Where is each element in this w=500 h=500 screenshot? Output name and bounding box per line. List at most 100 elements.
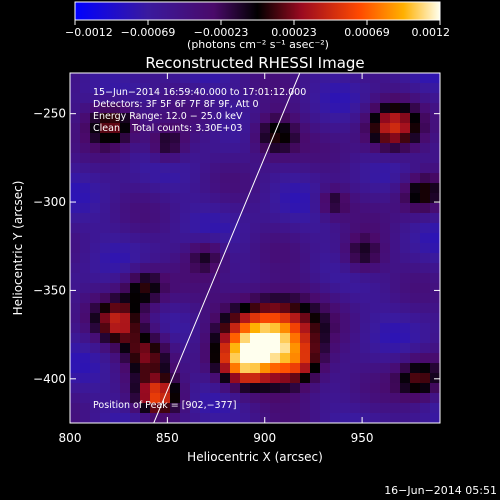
heatmap-cell bbox=[310, 73, 320, 83]
heatmap-cell bbox=[380, 283, 390, 293]
heatmap-cell bbox=[90, 313, 100, 323]
heatmap-cell bbox=[210, 353, 220, 363]
heatmap-cell bbox=[170, 93, 180, 103]
heatmap-cell bbox=[390, 313, 400, 323]
heatmap-cell bbox=[380, 373, 390, 383]
heatmap-cell bbox=[150, 313, 160, 323]
heatmap-cell bbox=[420, 203, 430, 213]
heatmap-cell bbox=[430, 353, 440, 363]
heatmap-cell bbox=[100, 143, 110, 153]
heatmap-cell bbox=[430, 133, 440, 143]
heatmap-cell bbox=[190, 143, 200, 153]
heatmap-cell bbox=[120, 413, 130, 423]
heatmap-cell bbox=[310, 183, 320, 193]
heatmap-cell bbox=[420, 123, 430, 133]
heatmap-cell bbox=[140, 163, 150, 173]
heatmap-cell bbox=[180, 403, 190, 413]
heatmap-cell bbox=[360, 93, 370, 103]
heatmap-cell bbox=[220, 303, 230, 313]
heatmap-cell bbox=[320, 333, 330, 343]
heatmap-cell bbox=[220, 333, 230, 343]
heatmap-cell bbox=[370, 303, 380, 313]
heatmap-cell bbox=[350, 383, 360, 393]
heatmap-cell bbox=[300, 213, 310, 223]
heatmap-cell bbox=[210, 93, 220, 103]
heatmap-cell bbox=[90, 363, 100, 373]
annotation-detectors: Detectors: 3F 5F 6F 7F 8F 9F, Att 0 bbox=[93, 99, 259, 110]
heatmap-cell bbox=[80, 223, 90, 233]
heatmap-cell bbox=[260, 293, 270, 303]
heatmap-cell bbox=[170, 183, 180, 193]
heatmap-cell bbox=[170, 233, 180, 243]
heatmap-cell bbox=[90, 203, 100, 213]
heatmap-cell bbox=[150, 303, 160, 313]
heatmap-cell bbox=[380, 403, 390, 413]
heatmap-cell bbox=[180, 133, 190, 143]
heatmap-cell bbox=[290, 243, 300, 253]
heatmap-cell bbox=[150, 363, 160, 373]
heatmap-cell bbox=[190, 83, 200, 93]
heatmap-cell bbox=[140, 123, 150, 133]
heatmap-cell bbox=[260, 323, 270, 333]
heatmap-cell bbox=[190, 243, 200, 253]
heatmap-cell bbox=[430, 223, 440, 233]
heatmap-cell bbox=[330, 73, 340, 83]
heatmap-cell bbox=[300, 303, 310, 313]
heatmap-cell bbox=[240, 383, 250, 393]
heatmap-cell bbox=[230, 343, 240, 353]
heatmap-cell bbox=[210, 403, 220, 413]
heatmap-cell bbox=[290, 233, 300, 243]
heatmap-cell bbox=[180, 263, 190, 273]
heatmap-cell bbox=[150, 263, 160, 273]
heatmap-cell bbox=[390, 393, 400, 403]
heatmap-cell bbox=[210, 263, 220, 273]
chart-title: Reconstructed RHESSI Image bbox=[145, 54, 364, 72]
heatmap-cell bbox=[200, 403, 210, 413]
heatmap-cell bbox=[360, 293, 370, 303]
heatmap-cell bbox=[240, 293, 250, 303]
y-tick-label: −350 bbox=[33, 283, 66, 297]
heatmap-cell bbox=[270, 323, 280, 333]
heatmap-cell bbox=[330, 203, 340, 213]
heatmap-cell bbox=[200, 323, 210, 333]
heatmap-cell bbox=[140, 273, 150, 283]
heatmap-cell bbox=[100, 293, 110, 303]
heatmap-cell bbox=[320, 183, 330, 193]
heatmap-cell bbox=[200, 183, 210, 193]
heatmap-cell bbox=[190, 303, 200, 313]
heatmap-cell bbox=[290, 313, 300, 323]
heatmap-cell bbox=[150, 253, 160, 263]
heatmap-cell bbox=[90, 103, 100, 113]
heatmap-cell bbox=[270, 163, 280, 173]
heatmap-cell bbox=[270, 143, 280, 153]
heatmap-cell bbox=[290, 73, 300, 83]
heatmap-cell bbox=[200, 93, 210, 103]
heatmap-cell bbox=[350, 313, 360, 323]
heatmap-cell bbox=[180, 163, 190, 173]
heatmap-cell bbox=[180, 193, 190, 203]
heatmap-cell bbox=[420, 403, 430, 413]
heatmap-cell bbox=[260, 313, 270, 323]
heatmap-cell bbox=[390, 413, 400, 423]
heatmap-cell bbox=[190, 363, 200, 373]
heatmap-cell bbox=[400, 273, 410, 283]
heatmap-cell bbox=[390, 233, 400, 243]
heatmap-cell bbox=[80, 383, 90, 393]
heatmap-cell bbox=[350, 263, 360, 273]
heatmap-cell bbox=[240, 303, 250, 313]
heatmap-cell bbox=[140, 363, 150, 373]
heatmap-cell bbox=[180, 243, 190, 253]
heatmap-cell bbox=[80, 93, 90, 103]
heatmap-cell bbox=[210, 253, 220, 263]
heatmap-cell bbox=[190, 113, 200, 123]
heatmap-cell bbox=[260, 93, 270, 103]
heatmap-cell bbox=[410, 393, 420, 403]
heatmap-cell bbox=[110, 253, 120, 263]
heatmap-cell bbox=[420, 183, 430, 193]
heatmap-cell bbox=[340, 373, 350, 383]
heatmap-cell bbox=[230, 383, 240, 393]
heatmap-cell bbox=[300, 343, 310, 353]
heatmap-cell bbox=[390, 323, 400, 333]
heatmap-cell bbox=[430, 93, 440, 103]
heatmap-cell bbox=[110, 113, 120, 123]
